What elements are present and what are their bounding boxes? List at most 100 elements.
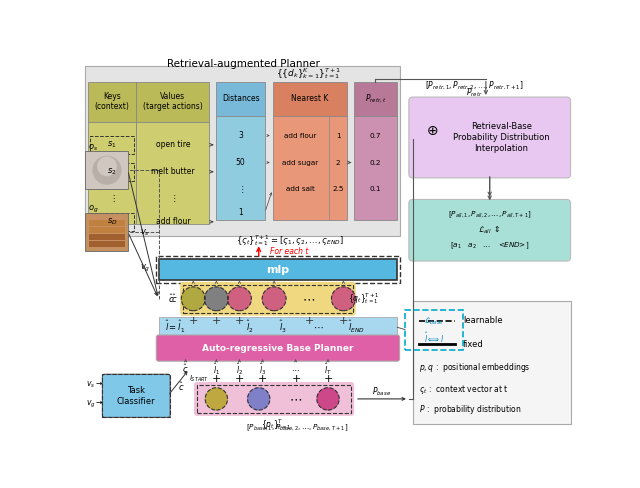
- Text: $\vdots$: $\vdots$: [237, 184, 244, 195]
- Bar: [136, 122, 209, 224]
- Text: $\hat{l}_3$: $\hat{l}_3$: [259, 361, 266, 377]
- Text: fixed: fixed: [463, 340, 483, 349]
- Bar: [216, 81, 265, 116]
- Text: $+$: $+$: [211, 373, 221, 385]
- Text: 1: 1: [336, 133, 340, 139]
- Text: $+$: $+$: [188, 315, 198, 326]
- Text: add flour: add flour: [156, 217, 190, 226]
- Text: $\{p_t\}_{t=1}^{T}$: $\{p_t\}_{t=1}^{T}$: [261, 417, 292, 432]
- Circle shape: [317, 388, 339, 410]
- Text: $\cdots$: $\cdots$: [289, 392, 302, 406]
- Text: $\hat{l}_1$: $\hat{l}_1$: [213, 361, 220, 377]
- FancyBboxPatch shape: [194, 382, 354, 416]
- Text: 0.7: 0.7: [370, 133, 381, 139]
- Text: $+$: $+$: [234, 315, 244, 326]
- Bar: [90, 234, 125, 240]
- FancyBboxPatch shape: [180, 282, 356, 316]
- Text: $l_{START}$: $l_{START}$: [189, 374, 209, 384]
- Circle shape: [182, 287, 205, 310]
- Text: $v_s$: $v_s$: [140, 227, 150, 238]
- Bar: [413, 301, 570, 424]
- Text: $\oplus$: $\oplus$: [426, 124, 438, 138]
- FancyBboxPatch shape: [409, 97, 570, 178]
- Bar: [86, 66, 399, 236]
- Text: $P$ :  probability distribution: $P$ : probability distribution: [419, 403, 522, 416]
- Bar: [90, 220, 125, 226]
- Text: $\mathcal{L}_{all}$ $\Updownarrow$: $\mathcal{L}_{all}$ $\Updownarrow$: [478, 224, 501, 236]
- Bar: [90, 241, 125, 247]
- Circle shape: [205, 287, 228, 310]
- Text: $\hat{c}$: $\hat{c}$: [182, 363, 189, 375]
- Bar: [354, 116, 397, 220]
- Bar: [90, 136, 134, 154]
- Text: 2: 2: [336, 160, 340, 165]
- Text: Interpolation: Interpolation: [474, 144, 528, 153]
- Text: $P_{retr}$: $P_{retr}$: [466, 87, 483, 100]
- Text: $[P_{all,1}, P_{all,2}, \ldots, P_{all,T+1}]$: $[P_{all,1}, P_{all,2}, \ldots, P_{all,T…: [448, 210, 532, 221]
- Text: $[P_{base,1}, P_{base,2}, \ldots, P_{base,T+1}]$: $[P_{base,1}, P_{base,2}, \ldots, P_{bas…: [246, 423, 348, 433]
- Circle shape: [98, 157, 116, 176]
- Bar: [197, 385, 351, 413]
- Text: $+$: $+$: [339, 315, 348, 326]
- Text: $\mathcal{L}_{base}$: $\mathcal{L}_{base}$: [424, 316, 444, 327]
- FancyBboxPatch shape: [102, 374, 170, 417]
- Bar: [88, 122, 136, 224]
- Text: 2.5: 2.5: [333, 186, 344, 192]
- Text: Values
(target actions): Values (target actions): [143, 92, 203, 111]
- Bar: [159, 259, 397, 280]
- FancyBboxPatch shape: [156, 335, 399, 361]
- Text: open tire: open tire: [156, 141, 190, 149]
- Text: $\hat{l}_2$: $\hat{l}_2$: [246, 319, 253, 335]
- Text: $v_g \rightarrow$: $v_g \rightarrow$: [86, 399, 103, 410]
- Text: $\cdots$: $\cdots$: [302, 292, 316, 305]
- Text: $+$: $+$: [234, 373, 244, 385]
- Bar: [273, 81, 348, 116]
- Text: 1: 1: [238, 208, 243, 217]
- Text: $s_D$: $s_D$: [107, 217, 117, 227]
- Text: For each t: For each t: [270, 246, 308, 256]
- Text: 50: 50: [236, 158, 246, 167]
- Text: $\{\{d_k\}_{k=1}^{K}\}_{t=1}^{T+1}$: $\{\{d_k\}_{k=1}^{K}\}_{t=1}^{T+1}$: [276, 66, 342, 81]
- Text: $P_{base}$: $P_{base}$: [372, 386, 392, 398]
- Text: $\vdots$: $\vdots$: [170, 193, 176, 204]
- Bar: [90, 227, 125, 233]
- Text: Retrieval-augmented Planner: Retrieval-augmented Planner: [167, 59, 320, 69]
- Text: $p, q$ :  positional embeddings: $p, q$ : positional embeddings: [419, 361, 531, 374]
- Text: $\vdots$: $\vdots$: [109, 193, 115, 204]
- Text: $\varsigma_t$ :  context vector at t: $\varsigma_t$ : context vector at t: [419, 383, 508, 396]
- Text: $v_g$: $v_g$: [140, 263, 150, 274]
- Text: add salt: add salt: [285, 186, 315, 192]
- Text: $\hat{l}_{END}$: $\hat{l}_{END}$: [348, 319, 365, 335]
- Text: Nearest K: Nearest K: [291, 95, 328, 103]
- Text: Keys
(context): Keys (context): [95, 92, 129, 111]
- Circle shape: [228, 287, 251, 310]
- Text: 0.1: 0.1: [370, 186, 381, 192]
- Text: Task
Classifier: Task Classifier: [117, 386, 156, 406]
- Text: $+$: $+$: [291, 373, 301, 385]
- Bar: [102, 374, 170, 417]
- Text: $s_1$: $s_1$: [108, 140, 116, 150]
- Text: $\hat{l} \Longleftrightarrow l$: $\hat{l} \Longleftrightarrow l$: [424, 330, 444, 345]
- Text: add flour: add flour: [284, 133, 316, 139]
- Circle shape: [248, 388, 269, 410]
- Text: $+$: $+$: [323, 373, 333, 385]
- Text: mlp: mlp: [266, 264, 289, 275]
- Text: $[P_{retr,1}, P_{retr,2}, \ldots, P_{retr,T+1}]$: $[P_{retr,1}, P_{retr,2}, \ldots, P_{ret…: [425, 80, 524, 92]
- Bar: [354, 81, 397, 116]
- Text: learnable: learnable: [463, 316, 502, 325]
- Text: $+$: $+$: [303, 315, 314, 326]
- Text: $\hat{l}_3$: $\hat{l}_3$: [279, 319, 287, 335]
- Text: Retrieval-Base: Retrieval-Base: [471, 122, 532, 131]
- Bar: [88, 81, 136, 122]
- Text: Probability Distribution: Probability Distribution: [453, 133, 550, 142]
- Bar: [183, 285, 353, 313]
- Bar: [159, 317, 397, 337]
- Text: $\hat{l} = \hat{l}_1$: $\hat{l} = \hat{l}_1$: [164, 319, 185, 335]
- Circle shape: [205, 388, 227, 410]
- Bar: [136, 81, 209, 122]
- Text: Distances: Distances: [222, 95, 259, 103]
- Text: $\{q_t\}_{t=1}^{T+1}$: $\{q_t\}_{t=1}^{T+1}$: [348, 291, 380, 306]
- Text: $\cdots$: $\cdots$: [313, 322, 324, 332]
- Text: Auto-regressive Base Planner: Auto-regressive Base Planner: [202, 344, 354, 352]
- Text: $\hat{c}$: $\hat{c}$: [179, 380, 185, 393]
